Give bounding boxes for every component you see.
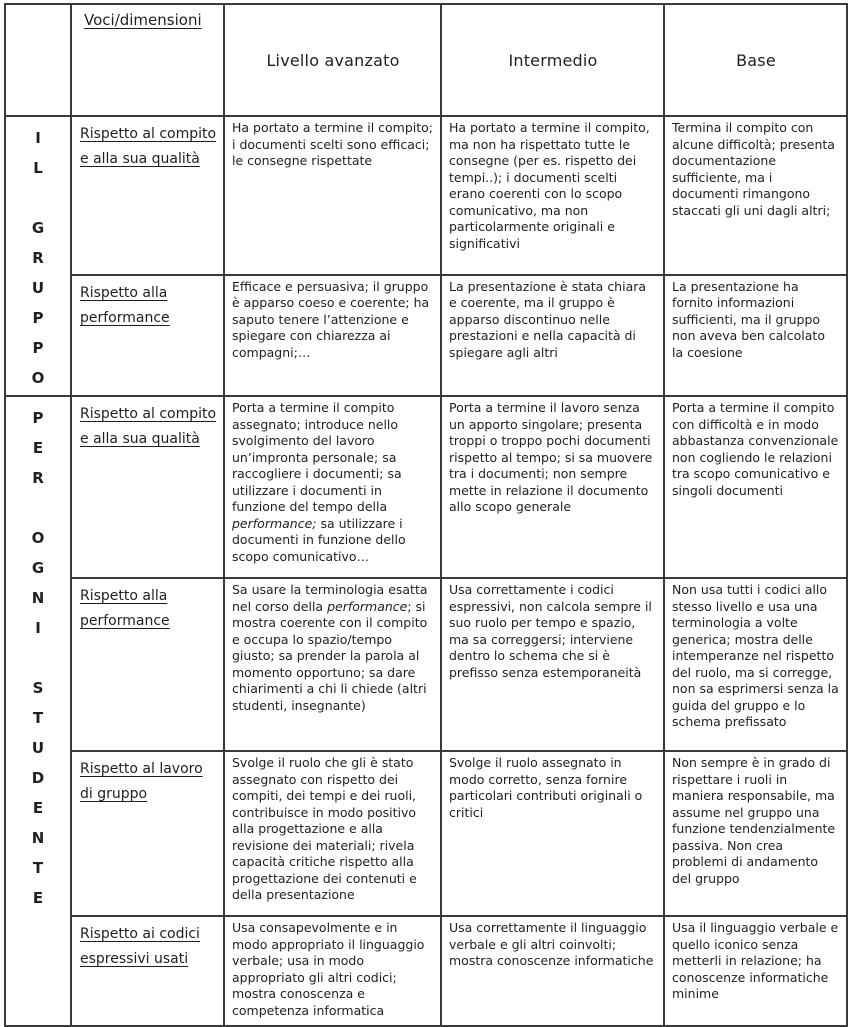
row-label-performance-gruppo: Rispetto alla performance (70, 273, 225, 398)
cell-intermedio: La presentazione è stata chiara e coeren… (440, 273, 665, 398)
table-row: P E R O G N I S T U D E N T E Rispetto a… (4, 395, 848, 1027)
level-header-base: Base (663, 3, 848, 117)
voci-dimensioni-header: Voci/dimensioni (70, 3, 225, 117)
cell-base: Porta a termine il compito con difficolt… (663, 395, 848, 579)
cell-base: Non sempre è in grado di rispettare i ru… (663, 750, 848, 917)
table-row: Rispetto alla performance Sa usare la te… (5, 577, 848, 752)
header-row: Voci/dimensioni Livello avanzato Interme… (4, 3, 848, 117)
table-row: I L G R U P P O Rispetto al compito e al… (4, 115, 848, 397)
cell-intermedio: Svolge il ruolo assegnato in modo corret… (440, 750, 665, 917)
row-label-codici-espressivi: Rispetto ai codici espressivi usati (70, 915, 225, 1027)
cell-avanzato: Efficace e persuasiva; il gruppo è appar… (223, 273, 442, 398)
cell-avanzato: Ha portato a termine il compito; i docum… (223, 115, 442, 276)
cell-intermedio: Usa correttamente i codici espressivi, n… (440, 577, 665, 752)
section-label-il-gruppo: I L G R U P P O (4, 115, 72, 397)
cell-avanzato: Porta a termine il compito assegnato; in… (223, 395, 442, 579)
cell-avanzato: Sa usare la terminologia esatta nel cors… (223, 577, 442, 752)
cell-base: Termina il compito con alcune difficoltà… (663, 115, 848, 276)
corner-cell (4, 3, 72, 117)
section-label-per-ogni-studente: P E R O G N I S T U D E N T E (4, 395, 72, 1027)
cell-intermedio: Usa correttamente il linguaggio verbale … (440, 915, 665, 1027)
table-row: Rispetto alla performance Efficace e per… (5, 273, 848, 398)
table-row: Rispetto ai codici espressivi usati Usa … (5, 915, 848, 1027)
row-label-compito-studente: Rispetto al compito e alla sua qualità (70, 395, 225, 579)
cell-avanzato: Svolge il ruolo che gli è stato assegnat… (223, 750, 442, 917)
row-label-lavoro-di-gruppo: Rispetto al lavoro di gruppo (70, 750, 225, 917)
row-label-compito-gruppo: Rispetto al compito e alla sua qualità (70, 115, 225, 276)
cell-base: Usa il linguaggio verbale e quello iconi… (663, 915, 848, 1027)
level-header-avanzato: Livello avanzato (223, 3, 442, 117)
cell-intermedio: Ha portato a termine il compito, ma non … (440, 115, 665, 276)
table-row: Rispetto al lavoro di gruppo Svolge il r… (5, 750, 848, 917)
cell-base: Non usa tutti i codici allo stesso livel… (663, 577, 848, 752)
rubric-table: Voci/dimensioni Livello avanzato Interme… (4, 3, 848, 1027)
level-header-intermedio: Intermedio (440, 3, 665, 117)
row-label-performance-studente: Rispetto alla performance (70, 577, 225, 752)
cell-base: La presentazione ha fornito informazioni… (663, 273, 848, 398)
cell-intermedio: Porta a termine il lavoro senza un appor… (440, 395, 665, 579)
cell-avanzato: Usa consapevolmente e in modo appropriat… (223, 915, 442, 1027)
